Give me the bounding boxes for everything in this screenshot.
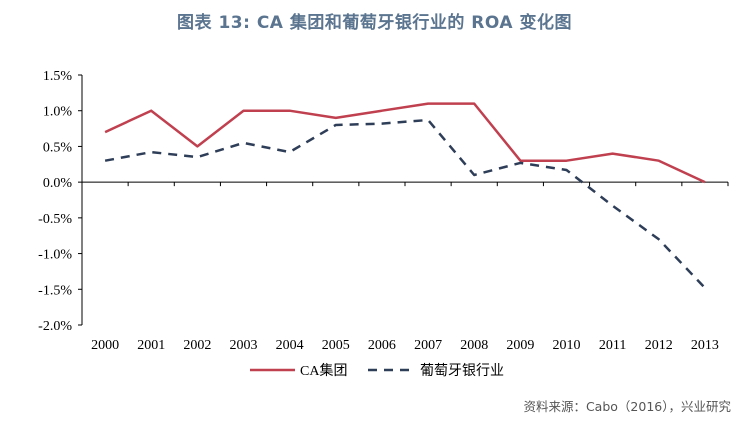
x-tick-label: 2009 <box>506 338 534 353</box>
series-layer <box>104 102 706 289</box>
y-tick-label: -1.5% <box>38 283 72 298</box>
x-tick-label: 2000 <box>91 338 119 353</box>
x-tick-label: 2011 <box>599 338 626 353</box>
x-tick-label: 2004 <box>276 338 304 353</box>
x-tick-label: 2001 <box>137 338 165 353</box>
x-tick-label: 2005 <box>322 338 350 353</box>
x-tick-label: 2013 <box>691 338 719 353</box>
y-tick-label: -1.0% <box>38 248 72 263</box>
series-line-portugal-banks <box>104 118 706 289</box>
x-tick-label: 2003 <box>230 338 258 353</box>
source-note: 资料来源：Cabo（2016），兴业研究 <box>523 399 731 414</box>
legend-label: 葡萄牙银行业 <box>420 363 504 379</box>
x-tick-label: 2010 <box>553 338 581 353</box>
legend-label: CA集团 <box>300 362 347 379</box>
x-tick-label: 2012 <box>645 338 673 353</box>
x-tick-label: 2008 <box>460 338 488 353</box>
x-tick-label: 2007 <box>414 338 442 353</box>
y-tick-label: 0.5% <box>43 140 73 155</box>
y-tick-label: 1.0% <box>43 105 73 120</box>
axes-layer <box>78 74 729 326</box>
y-tick-label: -2.0% <box>38 319 72 334</box>
y-tick-label: 1.5% <box>43 69 73 84</box>
series-line-ca-group <box>104 102 706 184</box>
tick-labels-layer: 1.5% 1.0% 0.5% 0.0% -0.5% -1.0% -1.5% -2.0% 2000… <box>38 69 719 353</box>
y-tick-label: 0.0% <box>43 176 73 191</box>
x-tick-label: 2006 <box>368 338 396 353</box>
legend: CA集团 葡萄牙银行业 <box>250 362 504 379</box>
chart-title: 图表 13: CA 集团和葡萄牙银行业的 ROA 变化图 <box>177 13 572 33</box>
y-tick-label: -0.5% <box>38 212 72 227</box>
x-tick-label: 2002 <box>183 338 211 353</box>
